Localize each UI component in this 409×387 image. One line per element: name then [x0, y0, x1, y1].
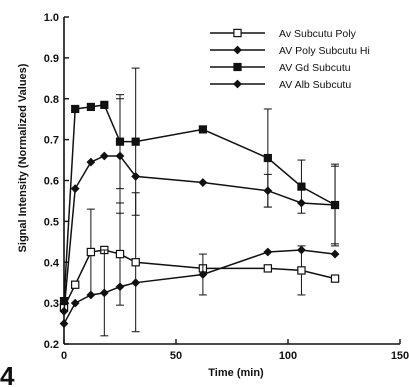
data-point	[198, 125, 207, 134]
y-tick-label: 0.5	[44, 216, 59, 228]
data-point	[131, 137, 140, 146]
y-tick-label: 0.2	[44, 339, 59, 351]
data-point	[59, 319, 69, 328]
y-tick-label: 0.9	[44, 53, 59, 65]
data-point	[99, 288, 109, 298]
data-point	[70, 280, 80, 289]
data-point	[86, 102, 95, 112]
legend-item: Av Subcutu Poly	[210, 28, 357, 40]
series-4	[59, 98, 340, 316]
data-point	[70, 298, 80, 308]
x-tick-label: 0	[61, 350, 67, 362]
y-tick-label: 1.0	[44, 12, 59, 24]
x-axis: 0 50 100 150	[61, 339, 409, 362]
legend-marker	[233, 28, 242, 38]
legend: Av Subcutu Poly AV Poly Subcutu Hi AV Gd S…	[210, 28, 370, 91]
data-point	[263, 186, 273, 196]
legend-item: AV Poly Subcutu Hi	[210, 45, 370, 57]
panel-label: 4	[0, 361, 15, 387]
x-tick-label: 100	[279, 350, 297, 362]
series-layer	[59, 67, 340, 337]
data-point	[297, 266, 306, 275]
y-tick-label: 0.7	[44, 135, 59, 147]
data-point	[99, 151, 109, 161]
legend-marker	[233, 62, 242, 72]
series-line	[63, 104, 336, 302]
data-point	[131, 278, 141, 288]
data-point	[131, 258, 140, 267]
data-point	[86, 290, 96, 300]
data-point	[330, 200, 340, 210]
data-point	[330, 249, 340, 259]
data-point	[115, 249, 125, 259]
data-point	[131, 172, 141, 181]
data-point	[330, 274, 340, 283]
data-point	[198, 178, 208, 187]
x-axis-title: Time (min)	[208, 367, 264, 379]
data-point	[86, 157, 96, 167]
data-point	[115, 151, 125, 161]
data-point	[263, 247, 273, 257]
series-2	[59, 245, 340, 337]
data-point	[263, 153, 272, 163]
y-tick-label: 0.4	[44, 257, 60, 269]
data-point	[297, 182, 306, 191]
series-line	[63, 249, 336, 308]
data-point	[198, 270, 208, 279]
legend-label: Av Subcutu Poly	[279, 28, 357, 40]
data-point	[100, 100, 109, 109]
series-1	[59, 192, 340, 333]
x-tick-label: 150	[391, 350, 409, 362]
data-point	[297, 198, 306, 208]
y-tick-label: 0.3	[44, 298, 59, 310]
data-point	[115, 282, 125, 292]
data-point	[70, 184, 80, 194]
series-line	[63, 249, 336, 324]
legend-label: AV Poly Subcutu Hi	[279, 45, 370, 57]
y-tick-label: 0.8	[44, 94, 59, 106]
y-axis-title: Signal Intensity (Normalized Values)	[17, 63, 29, 252]
data-point	[86, 247, 96, 257]
legend-item: AV Gd Subcutu	[210, 62, 351, 74]
y-axis: 0.2 0.3 0.4 0.5 0.6 0.7 0.8 0.9 1.0	[44, 12, 69, 351]
data-point	[297, 245, 306, 255]
legend-label: AV Alb Subcutu	[279, 79, 351, 91]
data-point	[263, 264, 273, 273]
y-tick-label: 0.6	[44, 176, 59, 188]
legend-marker	[233, 45, 242, 55]
series-line	[63, 155, 336, 312]
legend-item: AV Alb Subcutu	[210, 79, 351, 91]
legend-marker	[233, 79, 242, 89]
legend-label: AV Gd Subcutu	[279, 62, 351, 74]
x-tick-label: 50	[170, 350, 182, 362]
data-point	[59, 306, 69, 316]
data-point	[71, 104, 80, 114]
